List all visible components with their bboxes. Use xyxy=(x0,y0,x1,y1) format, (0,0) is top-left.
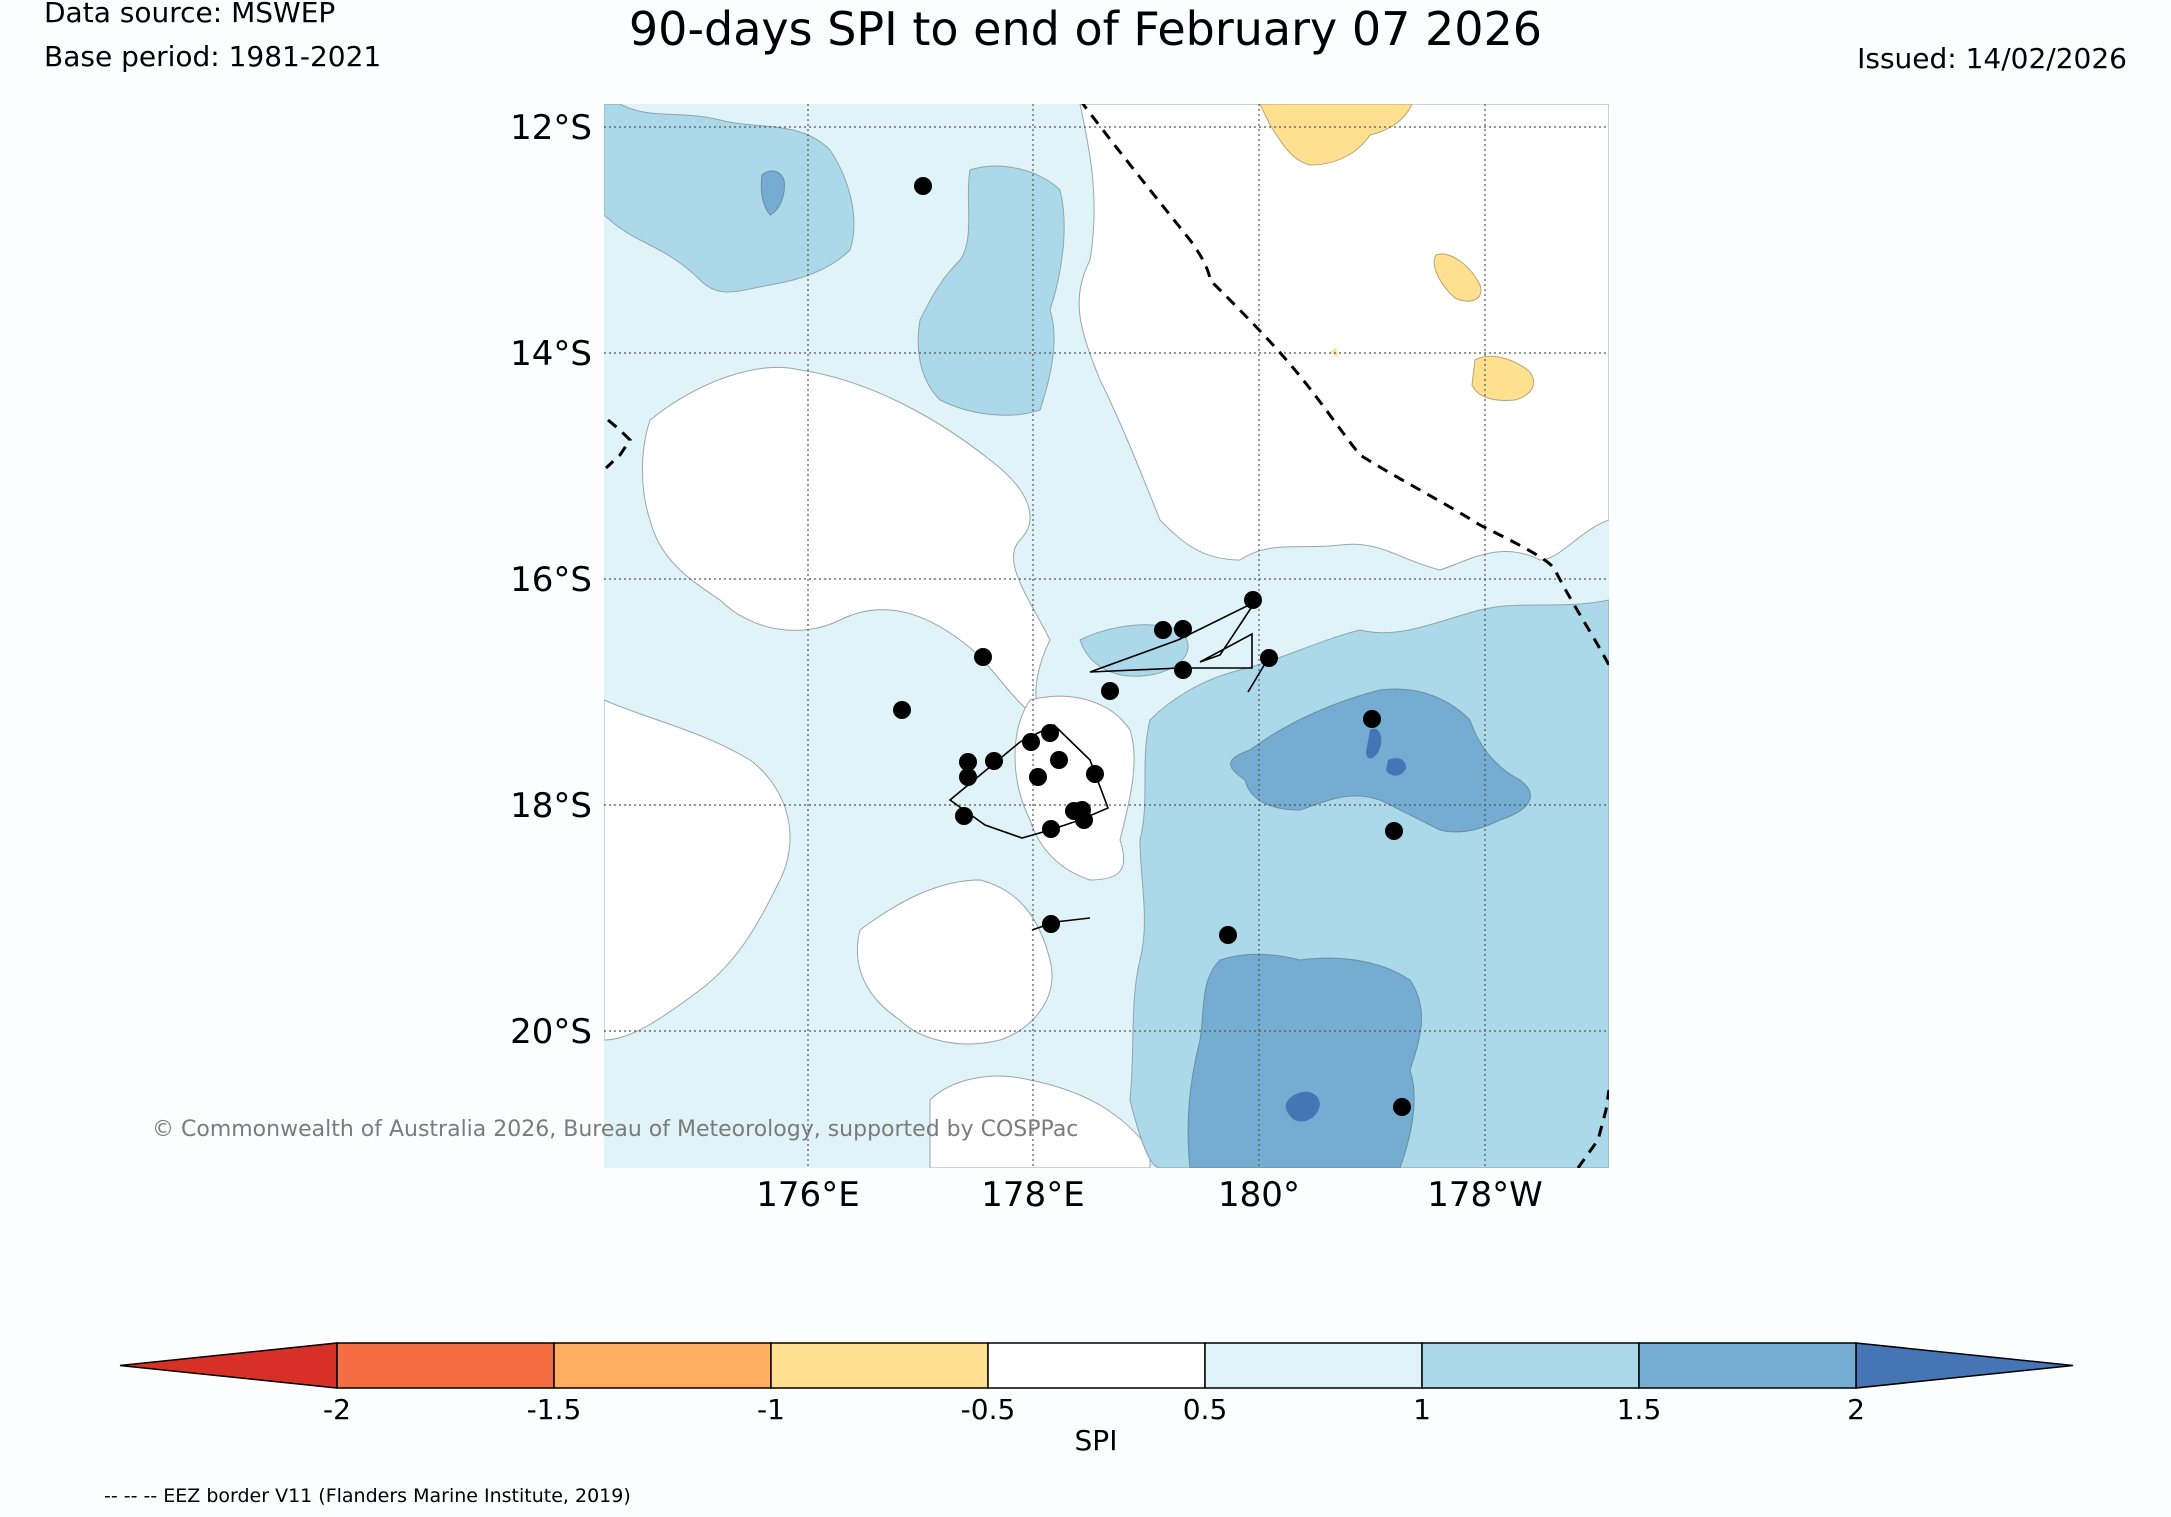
spi-field-darker-blue-east xyxy=(1230,688,1531,833)
station-marker xyxy=(959,753,977,771)
station-marker xyxy=(914,177,932,195)
colorbar-tick-label: 2 xyxy=(1847,1393,1865,1426)
station-marker xyxy=(1154,621,1172,639)
eez-border-west xyxy=(604,418,632,470)
colorbar-bin xyxy=(1204,1342,1423,1389)
station-marker xyxy=(893,701,911,719)
station-marker xyxy=(1244,591,1262,609)
island-viti-levu xyxy=(948,724,1110,839)
spi-field-yellow-north xyxy=(1259,104,1413,166)
map-title: 90-days SPI to end of February 07 2026 xyxy=(628,2,1543,56)
station-marker xyxy=(1174,661,1192,679)
station-marker xyxy=(1363,710,1381,728)
colorbar-extend-high xyxy=(1855,1342,2074,1389)
spi-field-medium-blue-northwest xyxy=(604,104,855,293)
spi-field-yellow-east-1 xyxy=(1433,253,1482,302)
spi-field-white-northeast xyxy=(1078,104,1609,571)
colorbar-bin xyxy=(770,1342,989,1389)
spi-field-darker-blue-south xyxy=(1187,953,1423,1168)
lat-label: 14°S xyxy=(510,334,592,374)
colorbar-tick-label: 0.5 xyxy=(1183,1393,1228,1426)
colorbar-bin xyxy=(336,1342,555,1389)
station-marker xyxy=(955,807,973,825)
station-marker xyxy=(1086,765,1104,783)
station-marker xyxy=(1029,768,1047,786)
colorbar-bin xyxy=(1638,1342,1857,1389)
lon-label: 178°W xyxy=(1427,1175,1543,1215)
colorbar-label: SPI xyxy=(1075,1424,1118,1457)
station-marker xyxy=(1393,1098,1411,1116)
station-marker xyxy=(1101,682,1119,700)
colorbar-bin xyxy=(987,1342,1206,1389)
spi-field-white-southwest xyxy=(604,699,791,1041)
lat-label: 20°S xyxy=(510,1012,592,1052)
spi-map: 12°S 14°S 16°S 18°S 20°S 176°E 178°E 180… xyxy=(510,104,1609,1215)
lat-label: 18°S xyxy=(510,786,592,826)
lon-label: 176°E xyxy=(756,1175,859,1215)
spi-field-white-south xyxy=(856,879,1053,1045)
lon-label: 178°E xyxy=(981,1175,1084,1215)
spi-field-deep-blue-1 xyxy=(1366,728,1382,759)
data-source: Data source: MSWEP xyxy=(44,0,336,29)
spi-field-yellow-east-2 xyxy=(1471,355,1535,401)
lat-label: 16°S xyxy=(510,560,592,600)
issued-date: Issued: 14/02/2026 xyxy=(1857,42,2127,75)
station-marker xyxy=(974,648,992,666)
eez-legend-note: -- -- -- EEZ border V11 (Flanders Marine… xyxy=(104,1485,631,1507)
station-marker xyxy=(1219,926,1237,944)
colorbar-bin xyxy=(1421,1342,1640,1389)
colorbar-tick-label: -1.5 xyxy=(527,1393,582,1426)
colorbar-tick-label: -2 xyxy=(323,1393,351,1426)
colorbar-bin xyxy=(553,1342,772,1389)
station-marker xyxy=(959,768,977,786)
station-marker xyxy=(1042,820,1060,838)
colorbar-tick-label: -0.5 xyxy=(961,1393,1016,1426)
station-marker xyxy=(1075,811,1093,829)
station-marker xyxy=(1041,724,1059,742)
lon-label: 180° xyxy=(1218,1175,1300,1215)
island-vanua-levu xyxy=(1089,599,1258,673)
eez-border-east xyxy=(1081,104,1609,666)
station-marker xyxy=(1050,751,1068,769)
station-marker xyxy=(985,752,1003,770)
lat-label: 12°S xyxy=(510,108,592,148)
spi-field-darker-blue-small xyxy=(760,170,785,216)
station-marker xyxy=(1174,620,1192,638)
base-period: Base period: 1981-2021 xyxy=(44,40,382,73)
colorbar-tick-label: 1 xyxy=(1413,1393,1431,1426)
station-marker xyxy=(1022,733,1040,751)
station-marker xyxy=(1042,915,1060,933)
colorbar-tick-label: 1.5 xyxy=(1617,1393,1662,1426)
spi-field-deep-blue-3 xyxy=(1285,1091,1320,1122)
station-marker xyxy=(1385,822,1403,840)
island-taveuni xyxy=(1247,661,1267,693)
copyright-notice: © Commonwealth of Australia 2026, Bureau… xyxy=(152,1117,1079,1142)
colorbar-extend-low xyxy=(119,1342,338,1389)
spi-field-deep-blue-2 xyxy=(1386,758,1406,776)
station-marker xyxy=(1260,649,1278,667)
colorbar-tick-label: -1 xyxy=(757,1393,785,1426)
